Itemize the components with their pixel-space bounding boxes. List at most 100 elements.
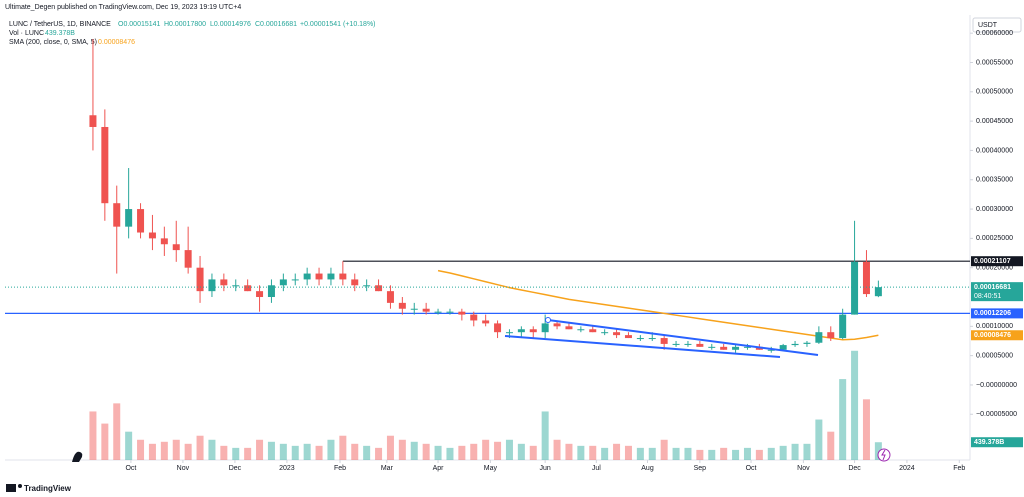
y-tick-label: 0.00045000	[976, 118, 1013, 125]
volume-bar	[172, 439, 180, 460]
footer-logo	[6, 484, 16, 492]
candle-body	[303, 273, 311, 280]
candle-body	[720, 346, 728, 350]
x-tick-label: Feb	[953, 465, 965, 472]
candle-body	[851, 261, 859, 315]
candle-body	[505, 332, 513, 334]
candle-body	[244, 285, 252, 292]
volume-bar	[327, 439, 335, 460]
footer: TradingView	[6, 484, 72, 493]
volume-bar	[303, 443, 311, 460]
volume-bar	[291, 445, 299, 460]
candle-body	[208, 279, 216, 292]
y-tick-label: 0.00030000	[976, 206, 1013, 213]
volume-bar	[196, 435, 204, 460]
candle-body	[779, 345, 787, 350]
volume-bar	[505, 439, 513, 460]
volume-bar	[482, 439, 490, 460]
volume-bar	[874, 442, 882, 460]
candle-body	[589, 329, 597, 333]
ohlc-close: C0.00016681	[255, 21, 297, 28]
x-tick-label: Oct	[746, 465, 757, 472]
x-tick-label: Aug	[641, 465, 654, 472]
volume-bar	[363, 445, 371, 460]
x-tick-label: Jun	[540, 465, 551, 472]
last-price-badge-extra: 08:40:51	[974, 293, 1001, 300]
volume-bar	[708, 449, 716, 460]
candle-body	[172, 244, 180, 251]
volume-bar	[732, 449, 740, 460]
candle-body	[446, 311, 454, 313]
candle-body	[137, 209, 145, 233]
channel-lower	[504, 335, 781, 358]
candle-body	[553, 323, 561, 327]
x-tick-label: 2023	[279, 465, 295, 472]
candle-body	[767, 349, 775, 351]
x-tick-label: Apr	[433, 465, 445, 472]
y-tick-label: 0.00035000	[976, 177, 1013, 184]
candle-body	[708, 346, 716, 348]
resistance-badge: 0.00021107	[974, 258, 1011, 265]
volume-bar	[256, 439, 264, 460]
volume-bar	[267, 441, 275, 460]
currency: USDT	[978, 22, 998, 29]
candle-body	[648, 338, 656, 340]
volume-bar	[601, 447, 609, 460]
candle-body	[577, 329, 585, 331]
candle-body	[839, 314, 847, 339]
last-price-badge-bg	[971, 282, 1023, 302]
candle-body	[184, 250, 192, 268]
dino-icon	[72, 451, 83, 462]
x-tick-label: Oct	[125, 465, 136, 472]
candle-body	[660, 338, 668, 344]
volume-badge: 439.378B	[974, 439, 1004, 446]
volume-bar	[315, 445, 323, 460]
x-tick-label: Dec	[229, 465, 242, 472]
candle-body	[125, 209, 133, 227]
x-tick-label: Nov	[177, 465, 190, 472]
candle-body	[565, 326, 573, 330]
volume-bar	[648, 447, 656, 460]
volume-bar	[839, 379, 847, 460]
volume-bar	[672, 447, 680, 460]
bottom-icons	[72, 448, 891, 462]
candle-body	[458, 311, 466, 315]
volume-bar	[565, 443, 573, 460]
candle-body	[148, 232, 156, 239]
volume-bar	[577, 445, 585, 460]
volume-bar	[791, 443, 799, 460]
ohlc-high: H0.00017800	[164, 21, 206, 28]
volume-bar	[244, 447, 252, 460]
volume-bar	[517, 443, 525, 460]
candle-body	[315, 273, 323, 280]
volume-bar	[803, 443, 811, 460]
candle-body	[815, 332, 823, 343]
volume-bar	[148, 443, 156, 460]
candle-body	[517, 329, 525, 333]
last-price-badge: 0.00016681	[974, 284, 1011, 291]
candle-body	[386, 291, 394, 303]
y-tick-label: 0.00050000	[976, 89, 1013, 96]
candle-body	[375, 285, 383, 292]
y-tick-label: 0.00060000	[976, 30, 1013, 37]
volume-bar	[684, 447, 692, 460]
channel-upper	[547, 319, 819, 356]
support-badge-bg	[971, 308, 1023, 319]
sma-line	[437, 269, 879, 341]
candle-body	[256, 291, 264, 298]
x-tick-label: Sep	[694, 465, 707, 472]
volume-bar	[862, 399, 870, 460]
volume-bar	[137, 439, 145, 460]
volume-bar	[184, 443, 192, 460]
volume-bar	[458, 445, 466, 460]
y-tick-label: 0.00040000	[976, 147, 1013, 154]
candle-body	[160, 238, 168, 245]
volume-bar	[351, 443, 359, 460]
volume-bar	[636, 447, 644, 460]
candle-body	[267, 285, 275, 298]
volume-bar	[232, 447, 240, 460]
candle-body	[684, 343, 692, 345]
volume-bar	[279, 443, 287, 460]
candle-body	[494, 323, 502, 333]
volume-bar	[541, 411, 549, 460]
